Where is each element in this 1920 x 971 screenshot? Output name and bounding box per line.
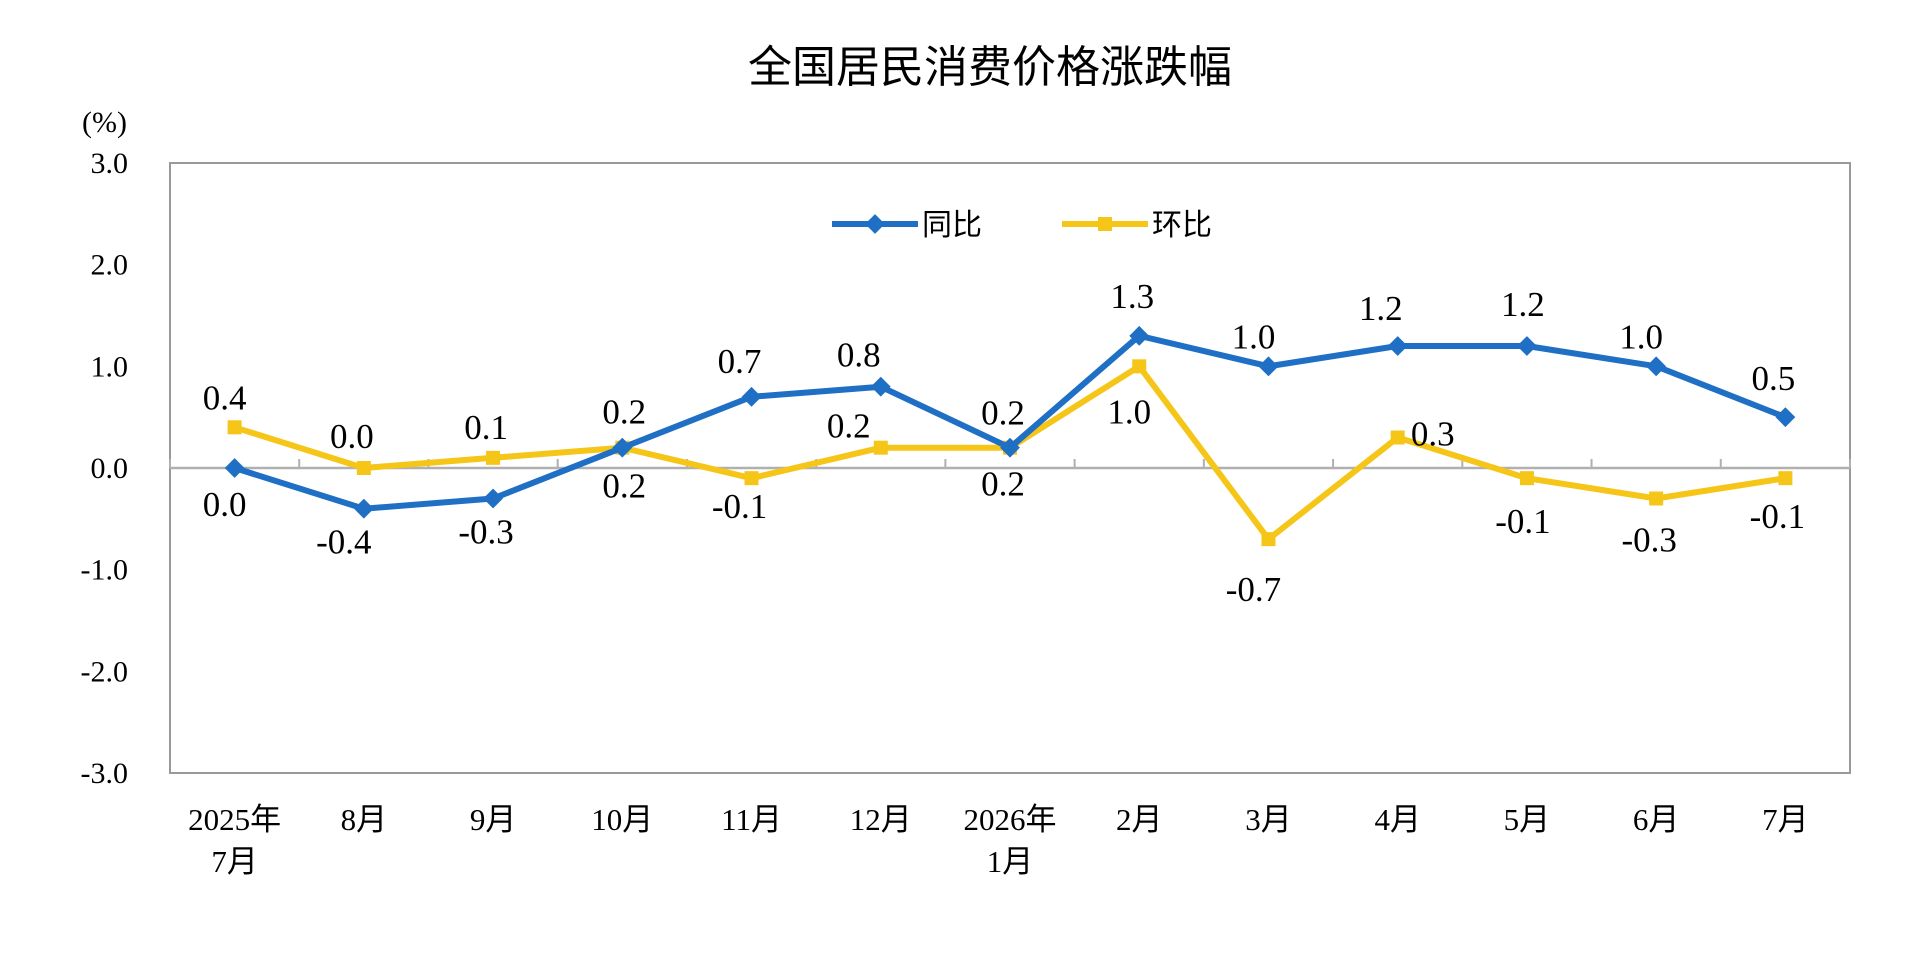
- data-labels: 0.0 -0.4 -0.3 0.2 0.7 0.8 0.2 1.3 1.0 1.2 1.2 1.0 0.…: [203, 277, 1805, 609]
- yoy-point: [353, 498, 374, 519]
- yoy-point: [612, 437, 633, 458]
- legend-item-mom: 环比: [1062, 208, 1212, 243]
- mom-point: [1519, 471, 1534, 486]
- y-tick-label: 3.0: [91, 147, 129, 180]
- yoy-data-label: 1.3: [1110, 277, 1154, 316]
- x-tick-label: 8月: [341, 802, 388, 837]
- yoy-point: [1000, 437, 1020, 458]
- mom-data-label: -0.7: [1226, 570, 1281, 609]
- mom-point: [1132, 359, 1147, 374]
- mom-data-label: 0.2: [981, 465, 1025, 504]
- yoy-data-label: 0.2: [981, 394, 1025, 433]
- mom-data-label: -0.1: [1750, 497, 1805, 536]
- mom-data-label: 0.4: [203, 378, 247, 417]
- yoy-data-label: 1.2: [1359, 289, 1403, 328]
- yoy-point: [224, 458, 245, 478]
- yoy-data-label: 0.2: [602, 467, 646, 506]
- mom-data-label: 0.2: [602, 393, 646, 432]
- mom-point: [1261, 532, 1276, 547]
- mom-point: [873, 440, 888, 455]
- yoy-point: [483, 488, 503, 509]
- y-tick-label: -1.0: [81, 554, 129, 587]
- mom-point: [1390, 430, 1405, 445]
- mom-data-label: 0.3: [1411, 415, 1455, 454]
- mom-point: [486, 450, 501, 465]
- yoy-point: [1646, 356, 1667, 377]
- y-tick-label: -2.0: [81, 655, 129, 688]
- yoy-point: [1129, 325, 1150, 346]
- mom-data-label: -0.1: [712, 487, 767, 526]
- x-tick-label: 7月: [1762, 802, 1809, 837]
- yoy-point: [870, 376, 891, 397]
- x-tick-label: 5月: [1504, 802, 1551, 837]
- mom-point: [1649, 491, 1664, 506]
- mom-data-label: 0.1: [464, 408, 508, 447]
- x-tick-label: 11月: [721, 802, 782, 837]
- yoy-data-label: -0.4: [316, 523, 371, 562]
- x-tick-label: 10月: [591, 802, 653, 837]
- mom-point: [227, 420, 242, 435]
- x-tick-label: 2026年 1月: [964, 802, 1057, 879]
- y-axis-unit: (%): [82, 106, 127, 139]
- x-axis-labels: 2025年 7月 8月 9月 10月 11月 12月 2026年 1月 2月 3月 4月 5月 6月 7月: [188, 802, 1809, 879]
- y-tick-label: 1.0: [91, 350, 129, 383]
- x-tick-label: 12月: [850, 802, 912, 837]
- mom-data-label: 1.0: [1107, 392, 1151, 431]
- legend-item-yoy: 同比: [832, 208, 982, 243]
- y-tick-label: -3.0: [81, 757, 129, 790]
- yoy-point: [1258, 356, 1279, 377]
- y-tick-label: 2.0: [91, 249, 129, 282]
- mom-data-label: -0.3: [1621, 521, 1676, 560]
- x-tick-label: 2025年 7月: [188, 802, 281, 879]
- yoy-data-label: 1.2: [1501, 285, 1545, 324]
- legend: 同比 环比: [832, 208, 1212, 243]
- yoy-point: [741, 386, 762, 407]
- yoy-data-label: 0.8: [837, 336, 881, 375]
- y-tick-label: 0.0: [91, 452, 129, 485]
- legend-label-mom: 环比: [1152, 208, 1212, 243]
- x-tick-label: 4月: [1374, 802, 1421, 837]
- mom-data-label: 0.0: [330, 417, 374, 456]
- legend-marker-mom: [1098, 217, 1112, 231]
- x-tick-label: 3月: [1245, 802, 1292, 837]
- legend-label-yoy: 同比: [922, 208, 982, 243]
- yoy-point: [1775, 407, 1796, 428]
- yoy-data-label: 1.0: [1232, 317, 1276, 356]
- x-tick-label: 9月: [470, 802, 517, 837]
- yoy-data-label: -0.3: [458, 513, 513, 552]
- yoy-point: [1517, 336, 1537, 356]
- chart-title: 全国居民消费价格涨跌幅: [748, 42, 1232, 93]
- mom-point: [1778, 471, 1793, 486]
- mom-data-label: 0.2: [827, 407, 871, 446]
- x-tick-label: 2月: [1116, 802, 1163, 837]
- y-axis-ticks: 3.0 2.0 1.0 0.0 -1.0 -2.0 -3.0: [81, 147, 129, 790]
- x-tick-label: 6月: [1633, 802, 1680, 837]
- mom-point: [744, 471, 759, 486]
- series-lines: [224, 325, 1796, 547]
- yoy-data-label: 1.0: [1619, 317, 1663, 356]
- mom-data-label: -0.1: [1495, 502, 1550, 541]
- yoy-data-label: 0.5: [1752, 359, 1796, 398]
- yoy-point: [1387, 336, 1408, 356]
- mom-point: [356, 461, 371, 475]
- yoy-data-label: 0.0: [203, 485, 247, 524]
- yoy-data-label: 0.7: [718, 342, 762, 381]
